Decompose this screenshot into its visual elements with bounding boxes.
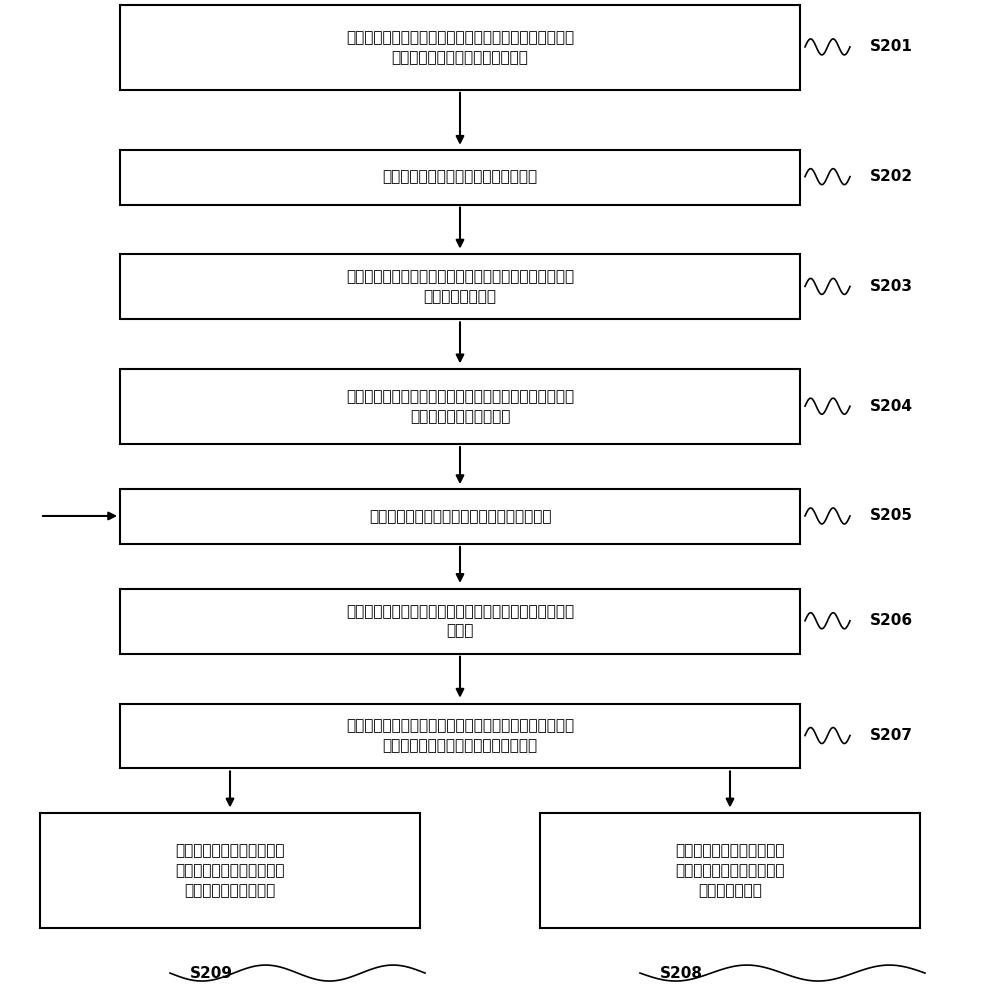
Text: S206: S206 (870, 613, 913, 629)
FancyBboxPatch shape (120, 589, 800, 654)
Text: S202: S202 (870, 169, 913, 185)
Text: 在第一乘客数量大于第二乘
客数量时，向接驳公交车发
送第一运行指示: 在第一乘客数量大于第二乘 客数量时，向接驳公交车发 送第一运行指示 (675, 843, 785, 898)
Text: 计算接驳公交车的预设承载数量与第三乘客数量的差值，
得到接驳公交车可接驳的第二乘客数量: 计算接驳公交车的预设承载数量与第三乘客数量的差值， 得到接驳公交车可接驳的第二乘… (346, 719, 574, 753)
FancyBboxPatch shape (40, 813, 420, 928)
Text: S205: S205 (870, 508, 913, 524)
FancyBboxPatch shape (120, 489, 800, 544)
Text: 在交通状况为拥堵状况时，确定故障公交车运行线路上在
运行的目标公交车: 在交通状况为拥堵状况时，确定故障公交车运行线路上在 运行的目标公交车 (346, 269, 574, 304)
Text: S209: S209 (190, 965, 233, 981)
Text: 对车内图像进行目标检测，检测出接驳公交车内的第三乘
客数量: 对车内图像进行目标检测，检测出接驳公交车内的第三乘 客数量 (346, 604, 574, 639)
FancyBboxPatch shape (120, 254, 800, 319)
Text: 在第一乘客数量小于或等于
第二乘客数量时，向接驳公
交车发送第二运行指示: 在第一乘客数量小于或等于 第二乘客数量时，向接驳公 交车发送第二运行指示 (175, 843, 285, 898)
Text: S203: S203 (870, 278, 913, 294)
Text: 接收故障公交车发出的接驳请求，接驳请求包括故障公交
车的位置和待接驳的第一乘客数量: 接收故障公交车发出的接驳请求，接驳请求包括故障公交 车的位置和待接驳的第一乘客数… (346, 30, 574, 65)
FancyBboxPatch shape (120, 150, 800, 205)
FancyBboxPatch shape (120, 5, 800, 90)
FancyBboxPatch shape (120, 704, 800, 768)
Text: 获取接驳公交车的车载摄像头采集的车内图像: 获取接驳公交车的车载摄像头采集的车内图像 (369, 509, 551, 524)
Text: S204: S204 (870, 398, 913, 414)
Text: 从目标公交车中筛选出位于故障公交车之后，且距离故障
公交车最近的接驳公交车: 从目标公交车中筛选出位于故障公交车之后，且距离故障 公交车最近的接驳公交车 (346, 389, 574, 424)
FancyBboxPatch shape (540, 813, 920, 928)
Text: S201: S201 (870, 39, 913, 55)
Text: 获取故障公交车所在的位置的交通状况: 获取故障公交车所在的位置的交通状况 (382, 170, 538, 185)
Text: S207: S207 (870, 728, 913, 744)
FancyBboxPatch shape (120, 369, 800, 444)
Text: S208: S208 (660, 965, 703, 981)
